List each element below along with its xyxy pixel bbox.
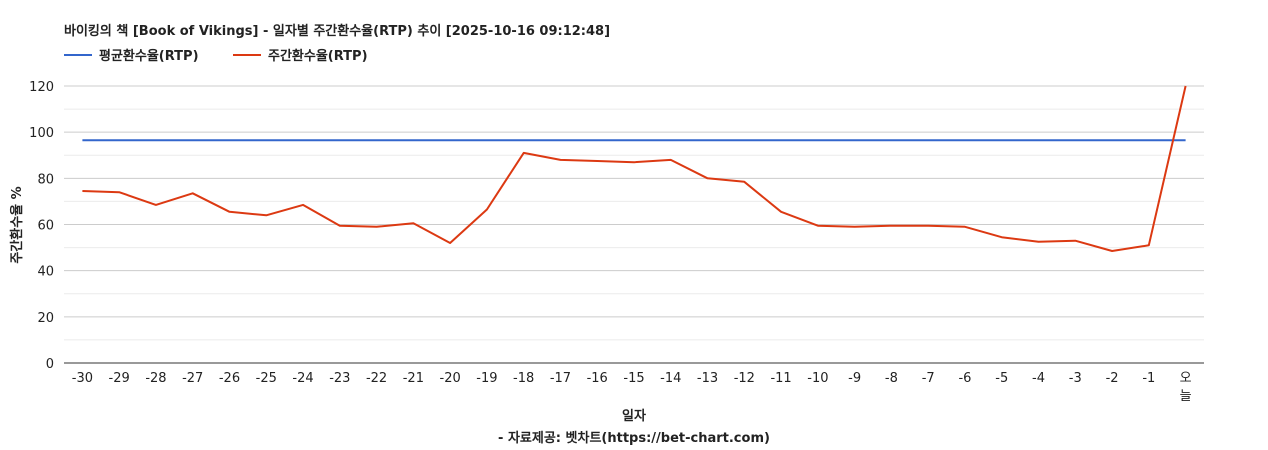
x-tick-label: -3 xyxy=(1069,371,1082,386)
source-note: - 자료제공: 벳차트(https://bet-chart.com) xyxy=(498,430,770,446)
x-tick-label: -10 xyxy=(807,371,828,386)
x-tick-label: -12 xyxy=(734,371,755,386)
x-tick-label: -2 xyxy=(1106,371,1119,386)
x-tick-label: -9 xyxy=(848,371,861,386)
series-line-weekly xyxy=(82,85,1187,252)
x-tick-label: -20 xyxy=(440,371,461,386)
x-tick-label: -8 xyxy=(885,371,898,386)
x-tick-label: -18 xyxy=(513,371,534,386)
x-tick-label: -17 xyxy=(550,371,571,386)
x-tick-label: -30 xyxy=(72,371,93,386)
grid xyxy=(64,85,1204,341)
y-tick-label: 20 xyxy=(37,311,54,326)
x-tick-label: -1 xyxy=(1142,371,1155,386)
x-tick-label: -11 xyxy=(770,371,791,386)
legend-item-average[interactable]: 평균환수율(RTP) xyxy=(64,48,199,64)
x-axis-title: 일자 xyxy=(622,409,646,424)
x-tick-label: -21 xyxy=(403,371,424,386)
legend: 평균환수율(RTP) 주간환수율(RTP) xyxy=(64,48,368,64)
x-tick-label: -13 xyxy=(697,371,718,386)
x-tick-label: -24 xyxy=(292,371,313,386)
y-axis-ticks: 0 20 40 60 80 100 120 xyxy=(29,80,54,372)
x-tick-label: -16 xyxy=(587,371,608,386)
x-tick-label: -19 xyxy=(476,371,497,386)
x-tick-label: -4 xyxy=(1032,371,1045,386)
chart-title: 바이킹의 책 [Book of Vikings] - 일자별 주간환수율(RTP… xyxy=(64,23,610,39)
x-tick-label: -27 xyxy=(182,371,203,386)
legend-item-weekly[interactable]: 주간환수율(RTP) xyxy=(233,48,368,64)
y-tick-label: 120 xyxy=(29,80,54,95)
y-axis-title: 주간환수율 % xyxy=(9,186,25,263)
legend-label-weekly: 주간환수율(RTP) xyxy=(268,48,368,64)
legend-label-average: 평균환수율(RTP) xyxy=(99,48,199,64)
x-tick-label: -14 xyxy=(660,371,681,386)
x-tick-label: -5 xyxy=(995,371,1008,386)
y-tick-label: 100 xyxy=(29,126,54,141)
x-tick-label: -7 xyxy=(922,371,935,386)
x-tick-label: -23 xyxy=(329,371,350,386)
x-tick-label: -25 xyxy=(256,371,277,386)
x-tick-label: -28 xyxy=(145,371,166,386)
y-tick-label: 0 xyxy=(46,357,54,372)
y-tick-label: 80 xyxy=(37,172,54,187)
x-tick-label: -6 xyxy=(958,371,971,386)
y-tick-label: 60 xyxy=(37,219,54,234)
series xyxy=(82,85,1187,252)
x-tick-label: -26 xyxy=(219,371,240,386)
y-tick-label: 40 xyxy=(37,265,54,280)
x-tick-label: -22 xyxy=(366,371,387,386)
x-tick-label: -29 xyxy=(109,371,130,386)
x-tick-label: -15 xyxy=(623,371,644,386)
x-axis-ticks: -30 -29 -28 -27 -26 -25 -24 -23 -22 -21 -20 -19 -18 -… xyxy=(72,371,1192,404)
